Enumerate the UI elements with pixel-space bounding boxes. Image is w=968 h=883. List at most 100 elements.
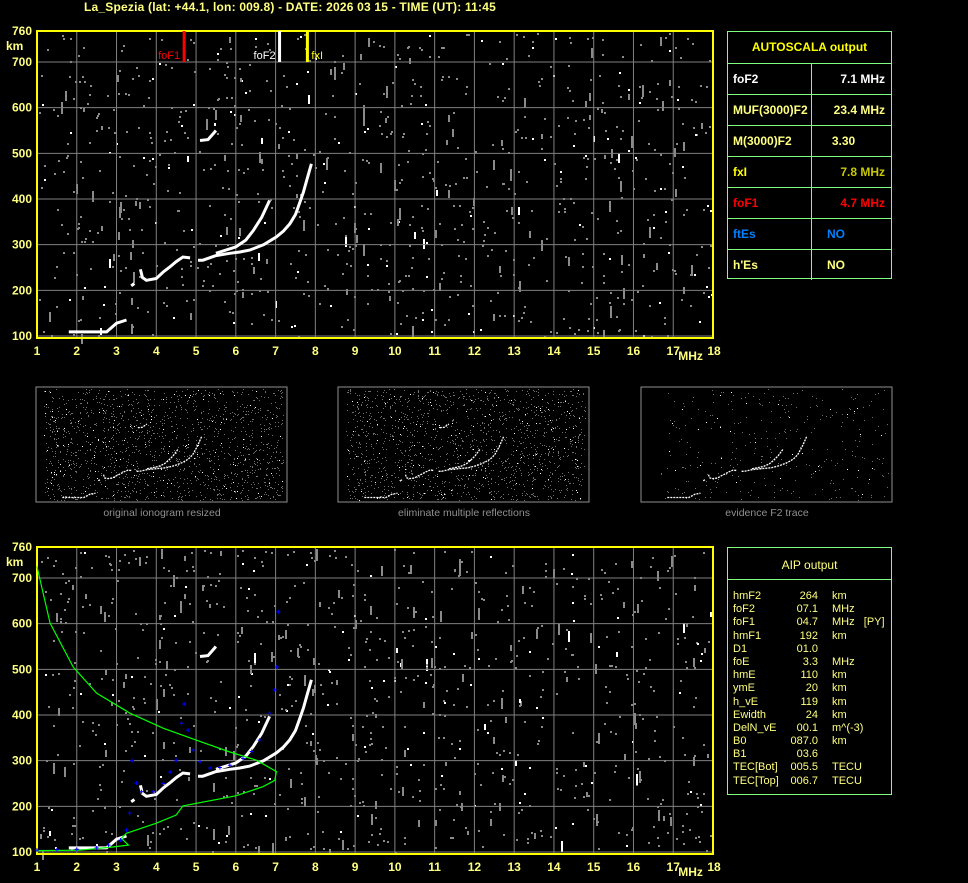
noise-dot xyxy=(53,640,55,642)
noise-dot xyxy=(677,638,679,640)
noise-dot xyxy=(391,398,392,399)
noise-dot xyxy=(60,490,61,491)
noise-dot xyxy=(173,317,175,319)
noise-dot xyxy=(573,426,574,427)
noise-dot xyxy=(245,414,246,415)
noise-dot xyxy=(558,402,559,403)
noise-dot xyxy=(371,485,372,486)
noise-dot xyxy=(228,188,230,190)
noise-dot xyxy=(77,444,78,445)
noise-dot xyxy=(201,448,202,449)
noise-dot xyxy=(241,492,242,493)
noise-dot xyxy=(275,395,276,396)
noise-dot xyxy=(422,399,423,400)
noise-dot xyxy=(488,424,489,425)
noise-dot xyxy=(117,474,118,475)
noise-dot xyxy=(682,166,684,168)
noise-dot xyxy=(446,410,447,411)
noise-dot xyxy=(470,444,471,445)
noise-dot xyxy=(488,461,489,462)
noise-dot xyxy=(209,451,210,452)
noise-dot xyxy=(450,442,451,443)
noise-dot xyxy=(349,491,350,492)
noise-dot xyxy=(396,766,398,768)
noise-dot xyxy=(580,422,581,423)
noise-dot xyxy=(431,469,432,470)
noise-dot xyxy=(536,407,537,408)
noise-dot xyxy=(581,474,582,475)
noise-dot xyxy=(536,707,538,709)
noise-dot xyxy=(375,477,376,478)
noise-dot xyxy=(457,147,459,149)
noise-dot xyxy=(452,837,454,839)
noise-dot xyxy=(334,67,336,79)
noise-dot xyxy=(532,47,534,49)
noise-dot xyxy=(686,623,688,627)
noise-dot xyxy=(331,682,333,684)
noise-dot xyxy=(310,552,312,554)
noise-dot xyxy=(572,452,573,453)
noise-dot xyxy=(148,400,149,401)
noise-dot xyxy=(329,671,331,673)
noise-dot xyxy=(457,437,458,438)
noise-dot xyxy=(667,570,669,572)
noise-dot xyxy=(488,425,489,426)
noise-dot xyxy=(543,488,544,489)
noise-dot xyxy=(63,459,64,460)
noise-dot xyxy=(566,489,567,490)
noise-dot xyxy=(425,478,426,479)
noise-dot xyxy=(546,432,547,433)
noise-dot xyxy=(131,411,132,412)
noise-dot xyxy=(484,461,485,462)
noise-dot xyxy=(94,455,95,456)
noise-dot xyxy=(492,404,493,405)
noise-dot xyxy=(503,750,505,752)
noise-dot xyxy=(366,443,367,444)
noise-dot xyxy=(512,404,513,405)
noise-dot xyxy=(96,130,98,132)
noise-dot xyxy=(695,101,697,103)
noise-dot xyxy=(97,115,99,117)
noise-dot xyxy=(61,495,62,496)
noise-dot xyxy=(560,402,561,403)
noise-dot xyxy=(219,490,220,491)
noise-dot xyxy=(291,678,293,680)
noise-dot xyxy=(375,482,376,483)
noise-dot xyxy=(226,97,228,99)
noise-dot xyxy=(196,393,197,394)
noise-dot xyxy=(91,567,93,569)
noise-dot xyxy=(515,760,517,766)
noise-dot xyxy=(51,448,52,449)
noise-dot xyxy=(626,834,628,836)
noise-dot xyxy=(451,490,452,491)
noise-dot xyxy=(381,566,383,576)
noise-dot xyxy=(493,430,494,431)
noise-dot xyxy=(243,791,245,793)
noise-dot xyxy=(336,757,338,759)
noise-dot xyxy=(410,103,412,105)
noise-dot xyxy=(383,443,384,444)
noise-dot xyxy=(400,450,401,451)
noise-dot xyxy=(184,462,185,463)
noise-dot xyxy=(383,680,385,682)
noise-dot xyxy=(260,408,261,409)
noise-dot xyxy=(237,409,238,410)
noise-dot xyxy=(238,201,240,203)
noise-dot xyxy=(665,211,667,213)
noise-dot xyxy=(147,485,148,486)
noise-dot xyxy=(428,413,429,414)
noise-dot xyxy=(516,408,517,409)
noise-dot xyxy=(183,470,184,471)
noise-dot xyxy=(444,551,446,553)
noise-dot xyxy=(90,427,91,428)
noise-dot xyxy=(254,400,255,401)
noise-dot xyxy=(367,461,368,462)
noise-dot xyxy=(477,763,479,765)
noise-dot xyxy=(580,467,581,468)
noise-dot xyxy=(146,790,148,792)
noise-dot xyxy=(102,498,103,499)
noise-dot xyxy=(50,392,51,393)
noise-dot xyxy=(243,439,244,440)
noise-dot xyxy=(369,460,370,461)
noise-dot xyxy=(111,454,112,455)
